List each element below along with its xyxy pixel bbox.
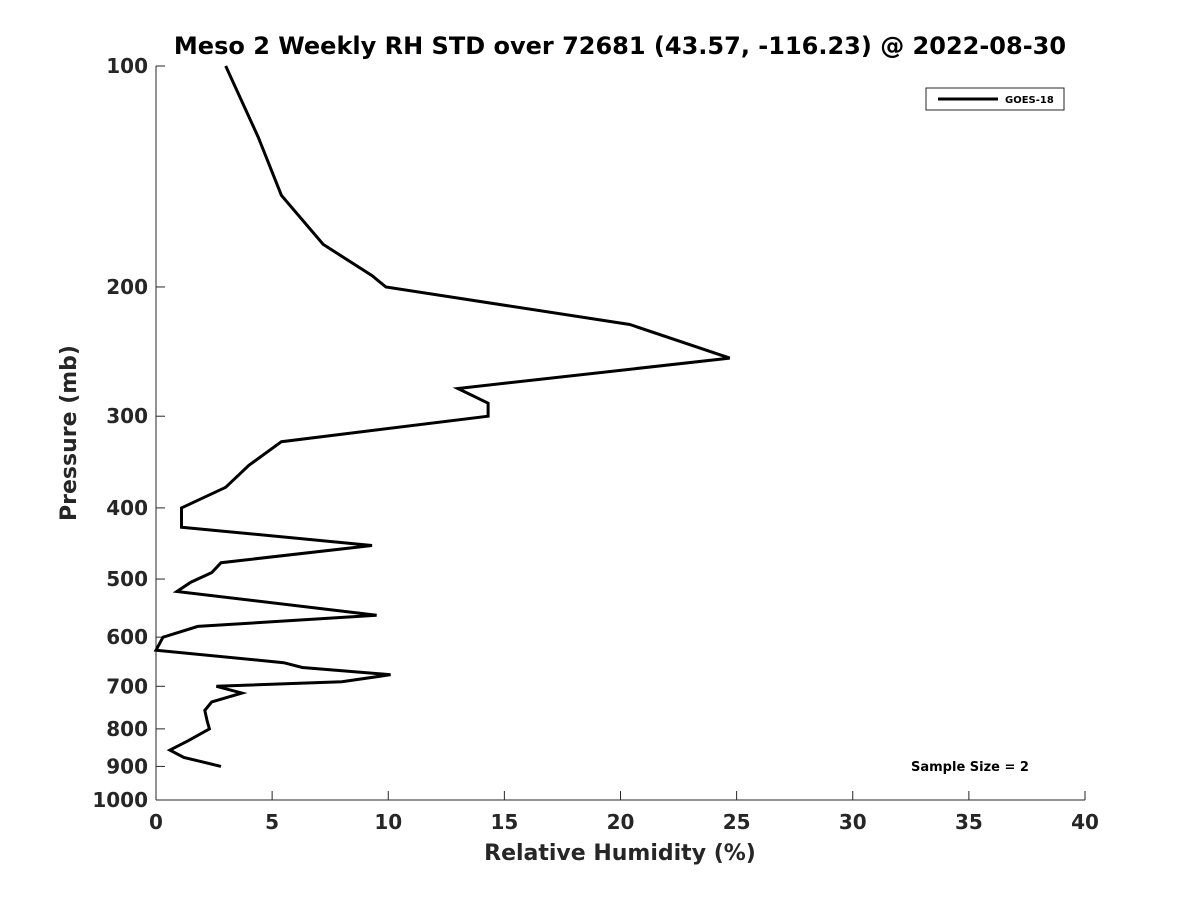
y-tick-label: 400 xyxy=(106,496,148,520)
x-tick-label: 40 xyxy=(1071,810,1099,834)
x-tick-label: 0 xyxy=(149,810,163,834)
legend: GOES-18 xyxy=(925,87,1065,111)
y-tick-label: 100 xyxy=(106,54,148,78)
chart-title: Meso 2 Weekly RH STD over 72681 (43.57, … xyxy=(174,32,1066,60)
y-axis-ticks: 100 200 300 400 500 600 700 800 900 1000 xyxy=(92,54,165,812)
x-tick-label: 30 xyxy=(839,810,867,834)
series-layer xyxy=(153,65,731,768)
series-line-goes-18 xyxy=(153,65,731,768)
x-tick-label: 35 xyxy=(955,810,983,834)
y-tick-label: 1000 xyxy=(92,788,148,812)
y-tick-label: 200 xyxy=(106,275,148,299)
x-axis-ticks: 0 5 10 15 20 25 30 35 40 xyxy=(149,791,1099,834)
x-tick-label: 20 xyxy=(607,810,635,834)
x-tick-label: 15 xyxy=(490,810,518,834)
x-tick-label: 5 xyxy=(265,810,279,834)
y-tick-label: 900 xyxy=(106,754,148,778)
y-tick-label: 500 xyxy=(106,567,148,591)
y-tick-label: 800 xyxy=(106,717,148,741)
legend-label-goes-18: GOES-18 xyxy=(1005,95,1054,106)
x-tick-label: 25 xyxy=(723,810,751,834)
y-tick-label: 700 xyxy=(106,674,148,698)
y-tick-label: 600 xyxy=(106,625,148,649)
y-tick-label: 300 xyxy=(106,404,148,428)
x-tick-label: 10 xyxy=(374,810,402,834)
x-axis-label: Relative Humidity (%) xyxy=(484,841,756,866)
axes-frame xyxy=(155,66,1085,801)
sample-size-annotation: Sample Size = 2 xyxy=(911,760,1029,775)
y-axis-label: Pressure (mb) xyxy=(57,345,82,521)
